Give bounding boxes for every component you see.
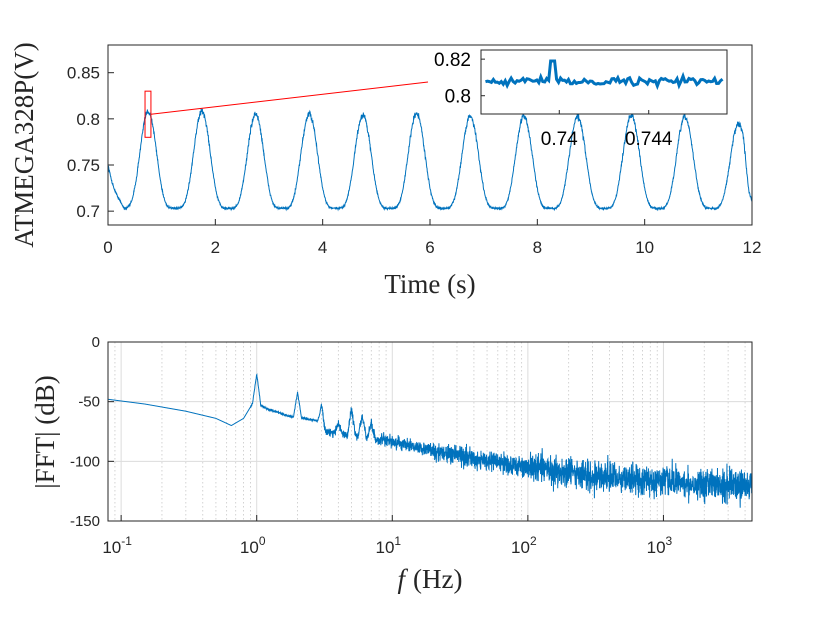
x-tick-label: 6 [425, 238, 434, 257]
top-x-axis-title: Time (s) [384, 269, 475, 299]
bottom-axes-box [107, 341, 753, 522]
x-tick-label: 101 [375, 534, 401, 557]
x-tick-label: 103 [647, 534, 673, 557]
inset-x-tick-label: 0.744 [625, 129, 673, 150]
x-tick-label: 100 [240, 534, 266, 557]
voltage-series-line [107, 108, 753, 212]
zoom-region-box [144, 90, 152, 138]
x-tick-label: 12 [743, 238, 762, 257]
y-tick-label: 0.7 [76, 202, 100, 221]
inset-y-tick-label: 0.82 [434, 50, 471, 71]
x-tick-group: 10-1 100 101 102 103 [102, 515, 673, 557]
y-tick-label: -150 [70, 513, 100, 530]
y-tick-label: 0.75 [67, 156, 100, 175]
x-tick-label: 2 [211, 238, 220, 257]
top-y-axis-title: ATMEGA328P(V) [9, 42, 39, 248]
y-tick-label: -100 [70, 453, 100, 470]
x-tick-label: 0 [103, 238, 112, 257]
x-tick-label: 102 [511, 534, 537, 557]
y-tick-group: 0 -50 -100 -150 [70, 334, 114, 530]
x-tick-label: 4 [318, 238, 327, 257]
voltage-time-chart: 0.7 0.75 0.8 0.85 0 2 4 6 8 10 12 0.8 0.82 0.74 0.74… [9, 42, 761, 299]
fft-chart: 0 -50 -100 -150 10-1 100 101 102 103 f (Hz) |FFT… [30, 334, 753, 594]
y-tick-label: 0.8 [76, 110, 100, 129]
y-tick-label: -50 [78, 394, 100, 411]
zoom-connector-line [150, 81, 429, 115]
x-tick-group: 0 2 4 6 8 10 12 [103, 219, 761, 257]
x-tick-label: 10-1 [102, 534, 132, 557]
y-tick-label: 0.85 [67, 64, 100, 83]
x-tick-label: 8 [533, 238, 542, 257]
top-axes-box [107, 44, 753, 226]
bottom-y-axis-title: |FFT| (dB) [30, 375, 60, 489]
inset-y-tick-label: 0.8 [445, 87, 471, 108]
bottom-x-axis-title: f (Hz) [398, 564, 463, 594]
y-tick-group: 0.7 0.75 0.8 0.85 [67, 64, 114, 221]
inset-tick-group: 0.8 0.82 0.74 0.744 [434, 50, 673, 150]
zoom-inset: 0.8 0.82 0.74 0.744 [434, 49, 728, 150]
fft-series-line [107, 373, 753, 508]
x-tick-label: 10 [635, 238, 654, 257]
y-tick-label: 0 [92, 334, 100, 351]
inset-series-line [485, 59, 724, 91]
inset-x-tick-label: 0.74 [541, 129, 578, 150]
